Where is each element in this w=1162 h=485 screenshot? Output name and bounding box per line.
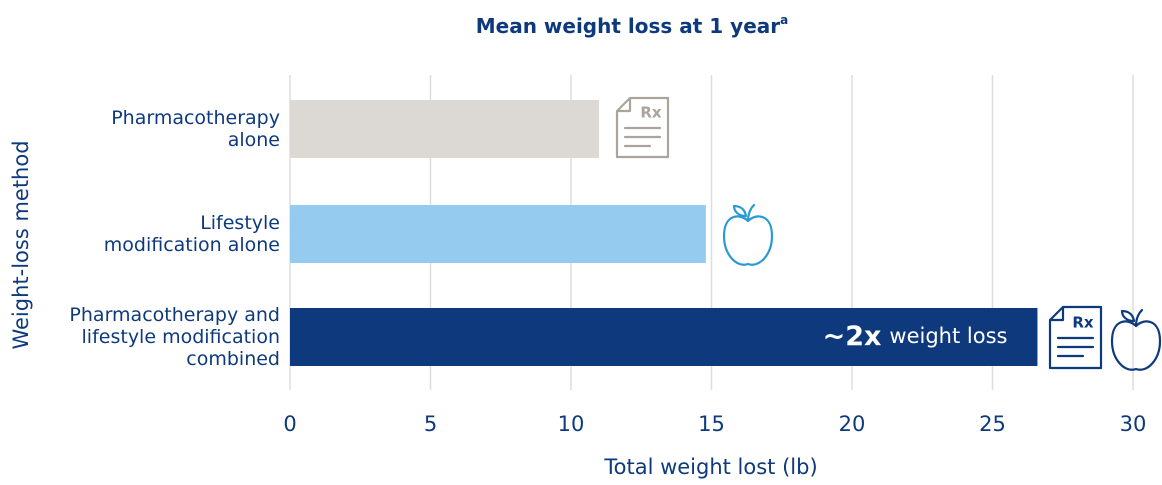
x-tick-label: 0	[283, 412, 296, 436]
svg-text:Rx: Rx	[1072, 314, 1094, 332]
x-tick-label: 30	[1120, 412, 1147, 436]
annotation-emphasis: ~2x	[823, 321, 882, 352]
x-tick-label: 15	[698, 412, 725, 436]
bar	[290, 308, 1038, 366]
apple-icon	[722, 203, 774, 266]
annotation-text: weight loss	[889, 324, 1007, 348]
svg-text:Rx: Rx	[640, 104, 662, 122]
title-text: Mean weight loss at 1 year	[476, 14, 781, 38]
annotation: ~2x weight loss	[823, 321, 1008, 352]
x-axis-label: Total weight lost (lb)	[603, 455, 817, 479]
apple-icon	[1110, 308, 1162, 371]
bar	[290, 100, 600, 158]
title-superscript: a	[780, 13, 788, 27]
y-tick-label: Lifestyle modification alone	[104, 212, 280, 256]
y-axis-label: Weight-loss method	[9, 140, 33, 349]
bars	[290, 100, 1038, 366]
x-tick-label: 25	[979, 412, 1006, 436]
rx-icon: Rx	[615, 96, 670, 159]
y-tick-label: Pharmacotherapy and lifestyle modificatio…	[69, 304, 280, 370]
x-tick-label: 20	[839, 412, 866, 436]
y-tick-label: Pharmacotherapy alone	[111, 107, 280, 151]
x-tick-label: 5	[424, 412, 437, 436]
x-tick-label: 10	[558, 412, 585, 436]
bar	[290, 205, 706, 263]
chart-title: Mean weight loss at 1 yeara	[476, 13, 788, 38]
rx-icon: Rx	[1048, 305, 1103, 370]
